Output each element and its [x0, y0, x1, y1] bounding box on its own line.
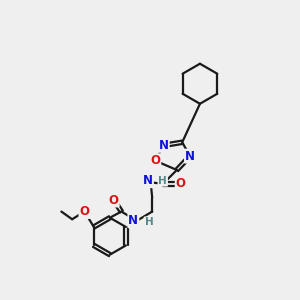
Text: N: N	[185, 150, 195, 163]
Text: N: N	[128, 214, 138, 227]
Text: O: O	[109, 194, 119, 206]
Text: O: O	[176, 177, 186, 190]
Text: N: N	[143, 174, 153, 187]
Text: H: H	[158, 176, 167, 186]
Text: N: N	[159, 139, 169, 152]
Text: O: O	[150, 154, 160, 167]
Text: O: O	[80, 205, 89, 218]
Text: H: H	[145, 217, 153, 227]
